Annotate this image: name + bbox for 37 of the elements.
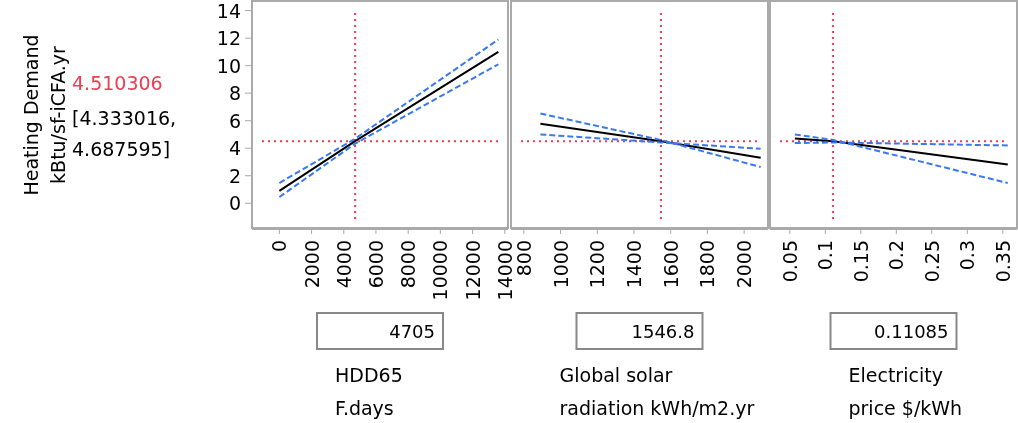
x-tick-label: 2000: [733, 240, 756, 289]
x-axis-title: Electricity price $/kWh: [848, 364, 963, 419]
text: 0.11085: [874, 321, 949, 342]
x-tick-label: 0.15: [849, 240, 872, 283]
text: [4.333016, 4.687595]: [72, 107, 177, 160]
y-tick-label: 14: [216, 0, 241, 22]
x-tick-label: 0.2: [885, 240, 908, 271]
y-tick-label: 4: [228, 137, 241, 160]
x-tick-label: 0.3: [956, 240, 979, 271]
x-tick-label: 0.35: [991, 240, 1014, 283]
x-tick-label: 2000: [300, 240, 323, 289]
x-axis-title: Global solar radiation kWh/m2.yr: [559, 364, 755, 419]
y-tick-label: 0: [228, 192, 241, 215]
x-tick-label: 1000: [549, 240, 572, 289]
y-tick-label: 10: [216, 54, 241, 77]
text: 1546.8: [631, 321, 695, 342]
ref-line-label: 4.510306: [72, 72, 163, 94]
x-tick-label: 8000: [397, 240, 420, 289]
y-tick-label: 8: [228, 82, 241, 105]
x-tick-label: 0.1: [814, 240, 837, 271]
x-axis-title: HDD65 F.days: [335, 364, 403, 419]
x-tick-label: 1400: [622, 240, 645, 289]
x-tick-label: 10000: [429, 240, 452, 301]
y-tick-label: 2: [228, 164, 241, 187]
x-tick-label: 6000: [364, 240, 387, 289]
x-tick-label: 0.25: [920, 240, 943, 283]
x-tick-label: 1600: [659, 240, 682, 289]
x-tick-label: 1800: [696, 240, 719, 289]
x-tick-label: 1200: [586, 240, 609, 289]
y-tick-label: 12: [216, 27, 241, 50]
x-tick-label: 0: [268, 240, 291, 253]
x-tick-label: 12000: [461, 240, 484, 301]
x-tick-label: 0.05: [778, 240, 801, 283]
x-tick-label: 4000: [332, 240, 355, 289]
y-tick-label: 6: [228, 109, 241, 132]
text: 4705: [389, 321, 435, 342]
y-axis-title: Heating Demand kBtu/sf-iCFA.yr: [20, 34, 69, 196]
